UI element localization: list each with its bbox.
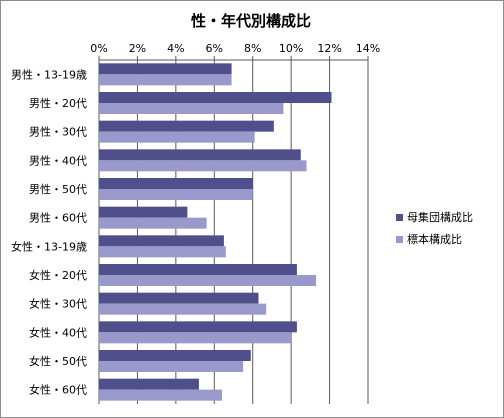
legend-item-series2: 標本構成比 [396, 228, 500, 250]
bar-series1 [99, 92, 332, 103]
x-tick-label: 0% [90, 42, 107, 55]
bar-series1 [99, 292, 259, 304]
x-tick-label: 6% [206, 42, 223, 55]
bar-series1 [99, 235, 224, 247]
legend: 母集団構成比 標本構成比 [396, 206, 500, 250]
legend-label-series2: 標本構成比 [407, 233, 462, 246]
category-label: 女性・50代 [29, 354, 87, 368]
category-label: 男性・50代 [29, 182, 87, 196]
bar-series1 [99, 120, 274, 132]
x-tick-label: 2% [129, 42, 146, 55]
bar-series2 [99, 303, 267, 315]
category-label: 女性・60代 [29, 383, 87, 397]
x-tick-label: 12% [317, 42, 341, 55]
bar-series2 [99, 189, 253, 200]
bar-series2 [99, 275, 317, 286]
bar-series1 [99, 350, 251, 361]
bar-series2 [99, 131, 255, 143]
bar-series2 [99, 246, 226, 258]
bar-series2 [99, 103, 284, 114]
x-tick-label: 4% [167, 42, 184, 55]
legend-swatch-series2 [396, 235, 403, 243]
bar-series1 [99, 206, 188, 218]
legend-swatch-series1 [396, 213, 403, 221]
bar-series2 [99, 74, 232, 86]
bar-series1 [99, 378, 199, 390]
bar-series1 [99, 264, 297, 275]
bar-series2 [99, 361, 244, 372]
category-label: 女性・40代 [29, 325, 87, 339]
bar-series1 [99, 321, 297, 333]
chart-title: 性・年代別構成比 [190, 12, 311, 30]
category-label: 女性・20代 [29, 268, 87, 282]
category-label: 男性・30代 [29, 125, 87, 139]
category-labels: 男性・13-19歳男性・20代男性・30代男性・40代男性・50代男性・60代女… [11, 67, 87, 396]
bar-series1 [99, 63, 232, 75]
legend-label-series1: 母集団構成比 [407, 211, 473, 224]
x-tick-label: 10% [279, 42, 303, 55]
category-label: 男性・13-19歳 [11, 67, 87, 81]
category-label: 男性・20代 [29, 96, 87, 110]
bar-series1 [99, 149, 301, 161]
bar-series2 [99, 217, 207, 229]
category-label: 男性・60代 [29, 211, 87, 225]
x-tick-label: 14% [356, 42, 380, 55]
x-tick-labels: 0% 2% 4% 6% 8% 10% 12% 14% [90, 42, 380, 55]
category-label: 男性・40代 [29, 153, 87, 167]
bar-series1 [99, 178, 253, 189]
bar-series2 [99, 332, 292, 344]
gridlines [98, 56, 369, 404]
bar-series2 [99, 389, 222, 401]
legend-item-series1: 母集団構成比 [396, 206, 500, 228]
category-label: 女性・13-19歳 [11, 239, 87, 253]
bars [99, 63, 332, 401]
category-label: 女性・30代 [29, 297, 87, 311]
bar-series2 [99, 160, 307, 172]
x-tick-label: 8% [244, 42, 261, 55]
